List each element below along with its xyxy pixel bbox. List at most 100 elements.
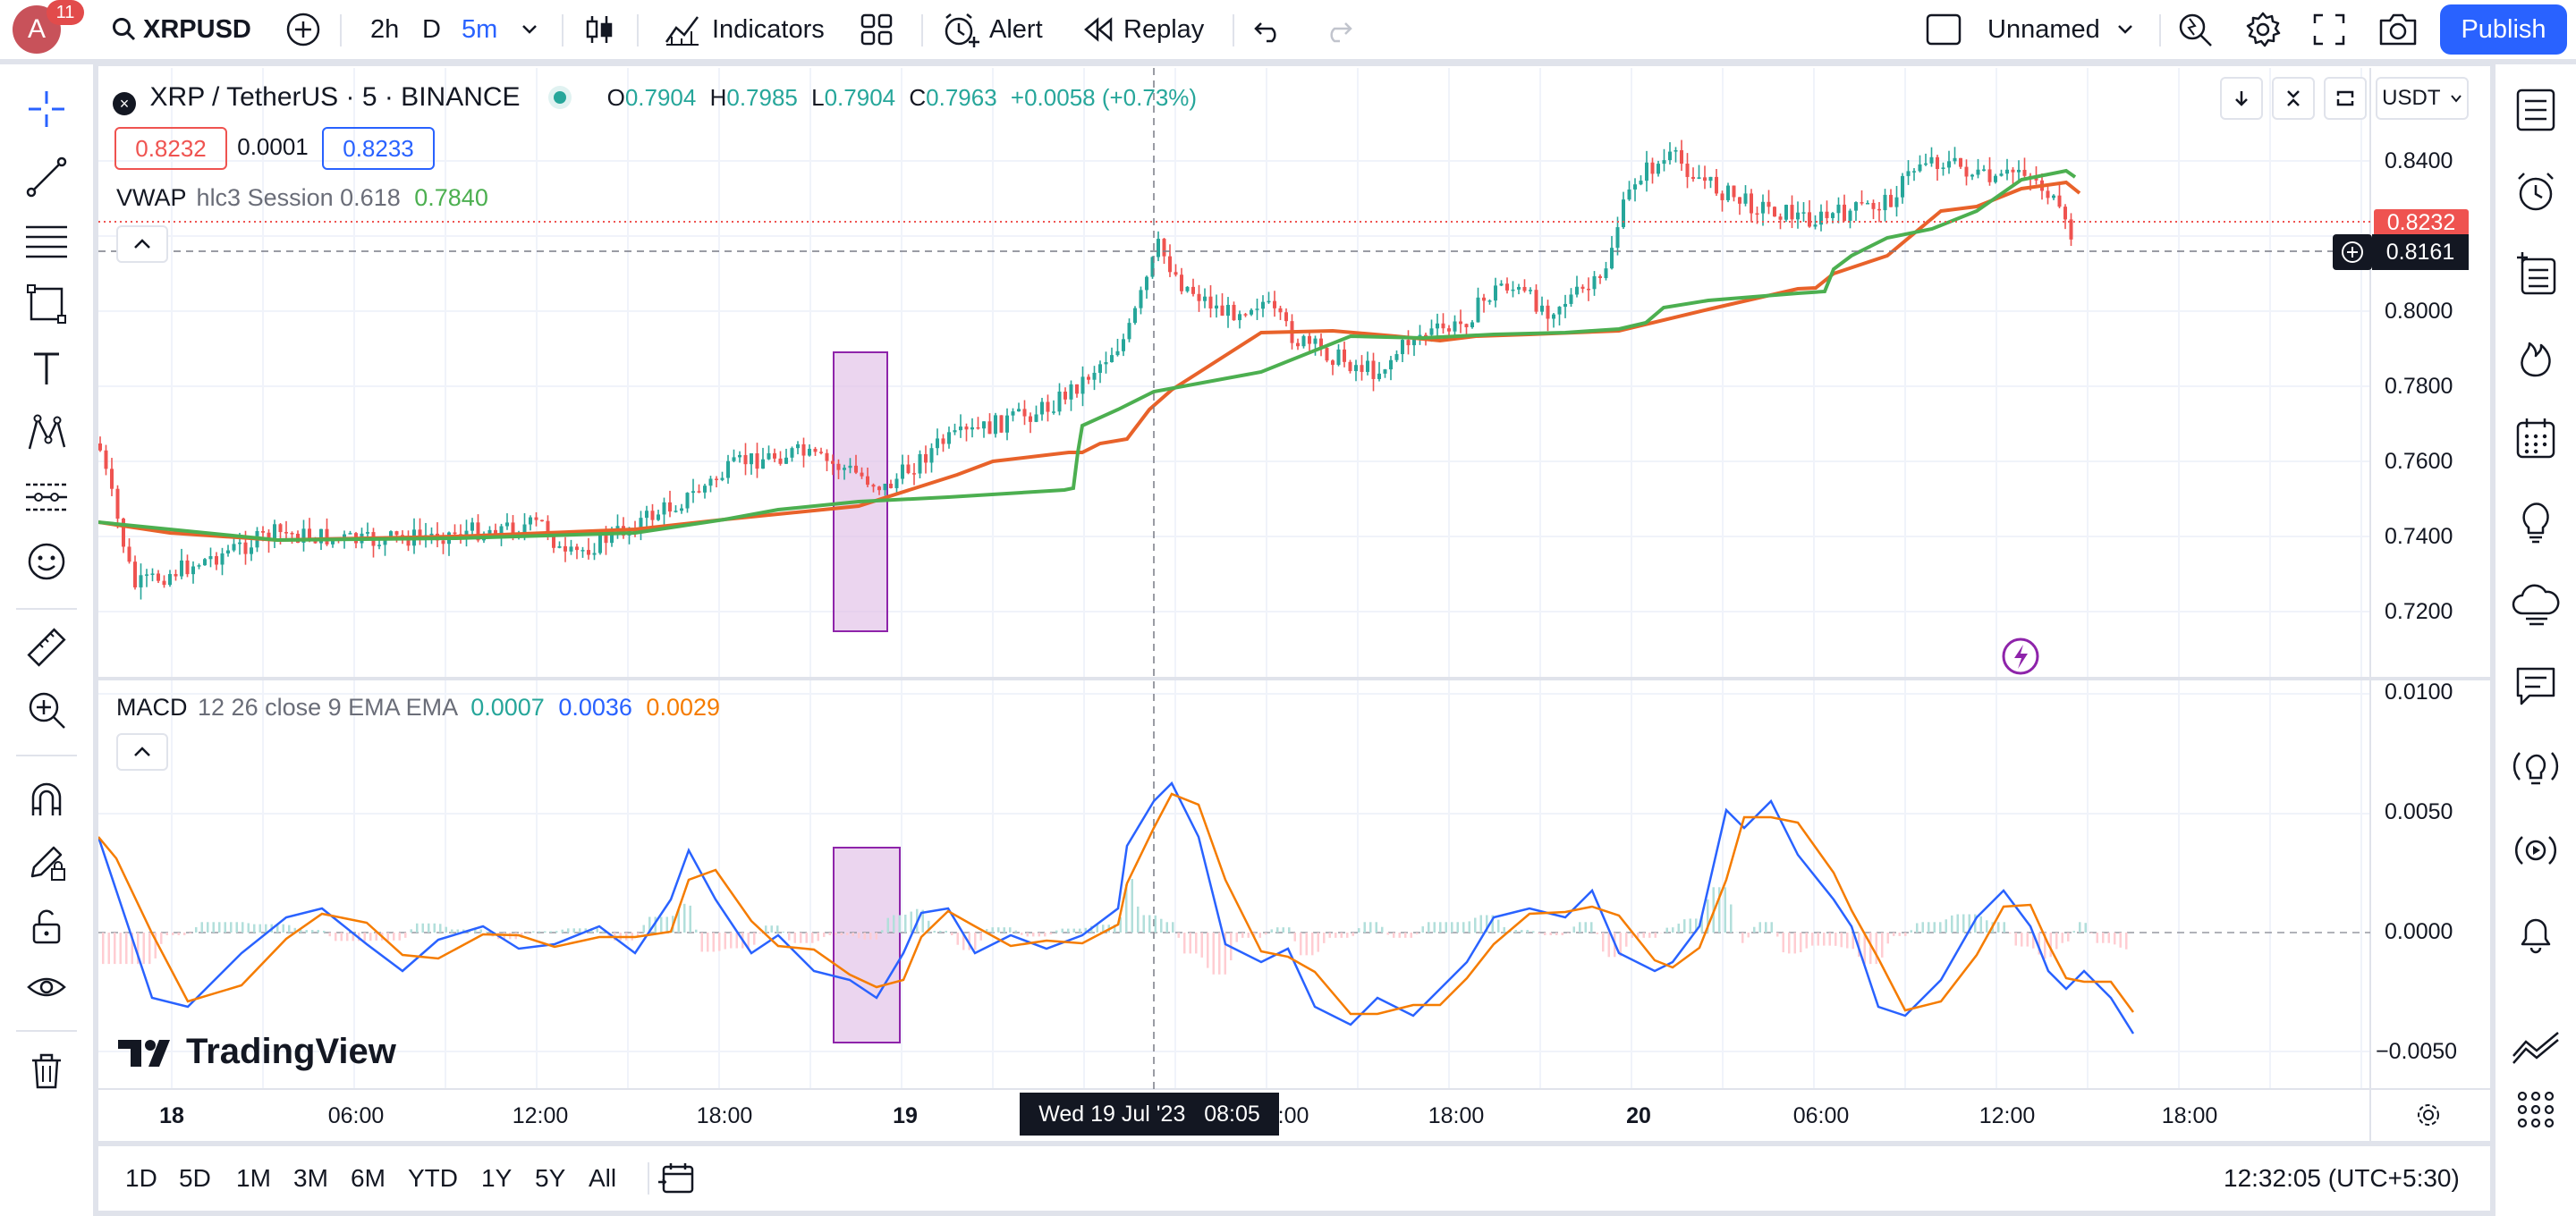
histogram-bar (1270, 929, 1273, 933)
publish-button[interactable]: Publish (2440, 4, 2567, 55)
replay-button[interactable]: Replay (1082, 0, 1204, 59)
text-tool[interactable] (23, 345, 70, 392)
candle-body (325, 528, 329, 545)
object-tree-button[interactable] (2510, 249, 2562, 300)
candle-body (1615, 227, 1620, 249)
buy-button[interactable]: 0.8233 (322, 127, 435, 170)
candle-body (1284, 312, 1288, 322)
chart-canvas[interactable] (98, 68, 2490, 1141)
range-5y[interactable]: 5Y (535, 1146, 565, 1211)
measure-tool[interactable] (23, 624, 70, 671)
histogram-bar (997, 927, 1000, 933)
ideas-button[interactable] (2510, 495, 2562, 547)
eye-icon (27, 977, 66, 997)
range-1y[interactable]: 1Y (481, 1146, 512, 1211)
layout-name-menu[interactable]: Unnamed (1987, 0, 2136, 59)
magnet-tool[interactable] (23, 776, 70, 823)
range-1m[interactable]: 1M (236, 1146, 271, 1211)
trading-panel-button[interactable] (2510, 1021, 2562, 1073)
crosshair-tool[interactable] (23, 86, 70, 132)
rectangle-tool[interactable] (23, 281, 70, 327)
range-ytd[interactable]: YTD (408, 1146, 458, 1211)
histogram-bar (1282, 927, 1284, 933)
candle-body (1645, 162, 1648, 182)
symbol-search[interactable]: XRPUSD (111, 0, 251, 59)
pattern-tool[interactable] (23, 410, 70, 456)
chart-type-button[interactable] (581, 0, 617, 59)
interval-5m[interactable]: 5m (462, 0, 497, 59)
quick-search-button[interactable] (2175, 0, 2215, 59)
collapse-legend-button[interactable] (116, 225, 168, 263)
symbol-title[interactable]: XRP / TetherUS · 5 · BINANCE (149, 82, 521, 112)
histogram-bar (1137, 906, 1140, 933)
zoom-tool[interactable] (23, 687, 70, 733)
drawing-mode-tool[interactable] (23, 839, 70, 885)
vwap-legend[interactable]: VWAP hlc3 Session 0.618 0.7840 (116, 184, 488, 212)
tips-button[interactable] (2510, 742, 2562, 794)
notifications-button[interactable] (2510, 907, 2562, 958)
timezone-clock[interactable]: 12:32:05 (UTC+5:30) (2224, 1146, 2460, 1211)
range-1d[interactable]: 1D (125, 1146, 157, 1211)
candle-body (680, 508, 683, 511)
templates-button[interactable] (859, 0, 894, 59)
indicators-button[interactable]: Indicators (664, 0, 825, 59)
compare-symbol-button[interactable] (284, 0, 322, 59)
candle-body (657, 514, 660, 520)
histogram-bar (1805, 933, 1808, 949)
collapse-pane-button[interactable] (2272, 77, 2315, 120)
sell-button[interactable]: 0.8232 (114, 127, 227, 170)
alerts-button[interactable] (2510, 166, 2562, 218)
forecast-tool[interactable] (23, 474, 70, 520)
calendar-button[interactable] (2510, 413, 2562, 465)
histogram-bar (1084, 927, 1087, 933)
layout-checkbox[interactable] (1925, 0, 1962, 59)
go-to-date-button[interactable] (658, 1146, 696, 1211)
histogram-bar (1323, 933, 1326, 943)
emoji-tool[interactable] (23, 538, 70, 585)
undo-button[interactable] (1252, 0, 1284, 59)
fib-tool[interactable] (23, 218, 70, 265)
candle-body (2011, 169, 2015, 173)
histogram-bar (1683, 919, 1686, 933)
dom-button[interactable] (2510, 1084, 2562, 1136)
lock-drawings-tool[interactable] (23, 903, 70, 950)
snapshot-button[interactable] (2377, 0, 2419, 59)
axis-settings-button[interactable] (2415, 1102, 2442, 1133)
watchlist-button[interactable] (2510, 84, 2562, 136)
redo-button[interactable] (1322, 0, 1354, 59)
chats-button[interactable] (2510, 660, 2562, 712)
chart-area[interactable]: × XRP / TetherUS · 5 · BINANCE O0.7904 H… (98, 68, 2490, 1141)
scroll-to-bottom-button[interactable] (2220, 77, 2263, 120)
streams-button[interactable] (2510, 578, 2562, 629)
remove-drawings-tool[interactable] (23, 1048, 70, 1094)
trend-line-tool[interactable] (23, 154, 70, 200)
hide-drawings-tool[interactable] (23, 966, 70, 1012)
streams-play-button[interactable] (2510, 824, 2562, 876)
hotlists-button[interactable] (2510, 331, 2562, 383)
add-alert-crosshair-button[interactable] (2333, 234, 2372, 270)
interval-2h[interactable]: 2h (370, 0, 399, 59)
range-all[interactable]: All (589, 1146, 616, 1211)
interval-d[interactable]: D (422, 0, 441, 59)
candle-body (1313, 338, 1318, 344)
histogram-bar (1852, 933, 1854, 950)
range-5d[interactable]: 5D (179, 1146, 211, 1211)
fullscreen-button[interactable] (2311, 0, 2347, 59)
candle-body (1238, 314, 1241, 321)
settings-button[interactable] (2243, 0, 2283, 59)
interval-dropdown[interactable] (519, 0, 540, 59)
histogram-bar (956, 933, 959, 945)
collapse-macd-legend-button[interactable] (116, 733, 168, 771)
currency-selector[interactable]: USDT (2376, 77, 2469, 120)
range-3m[interactable]: 3M (293, 1146, 328, 1211)
macd-legend[interactable]: MACD 12 26 close 9 EMA EMA 0.0007 0.0036… (116, 694, 720, 722)
alert-button[interactable]: Alert (941, 0, 1043, 59)
maximize-pane-button[interactable] (2324, 77, 2367, 120)
clock-text: 12:32:05 (UTC+5:30) (2224, 1164, 2460, 1192)
bottom-separator (98, 1141, 2490, 1146)
close-symbol-icon[interactable]: × (113, 92, 136, 115)
candle-body (1011, 411, 1015, 416)
range-6m[interactable]: 6M (351, 1146, 386, 1211)
histogram-bar (1689, 918, 1691, 933)
candle-body (331, 538, 335, 545)
